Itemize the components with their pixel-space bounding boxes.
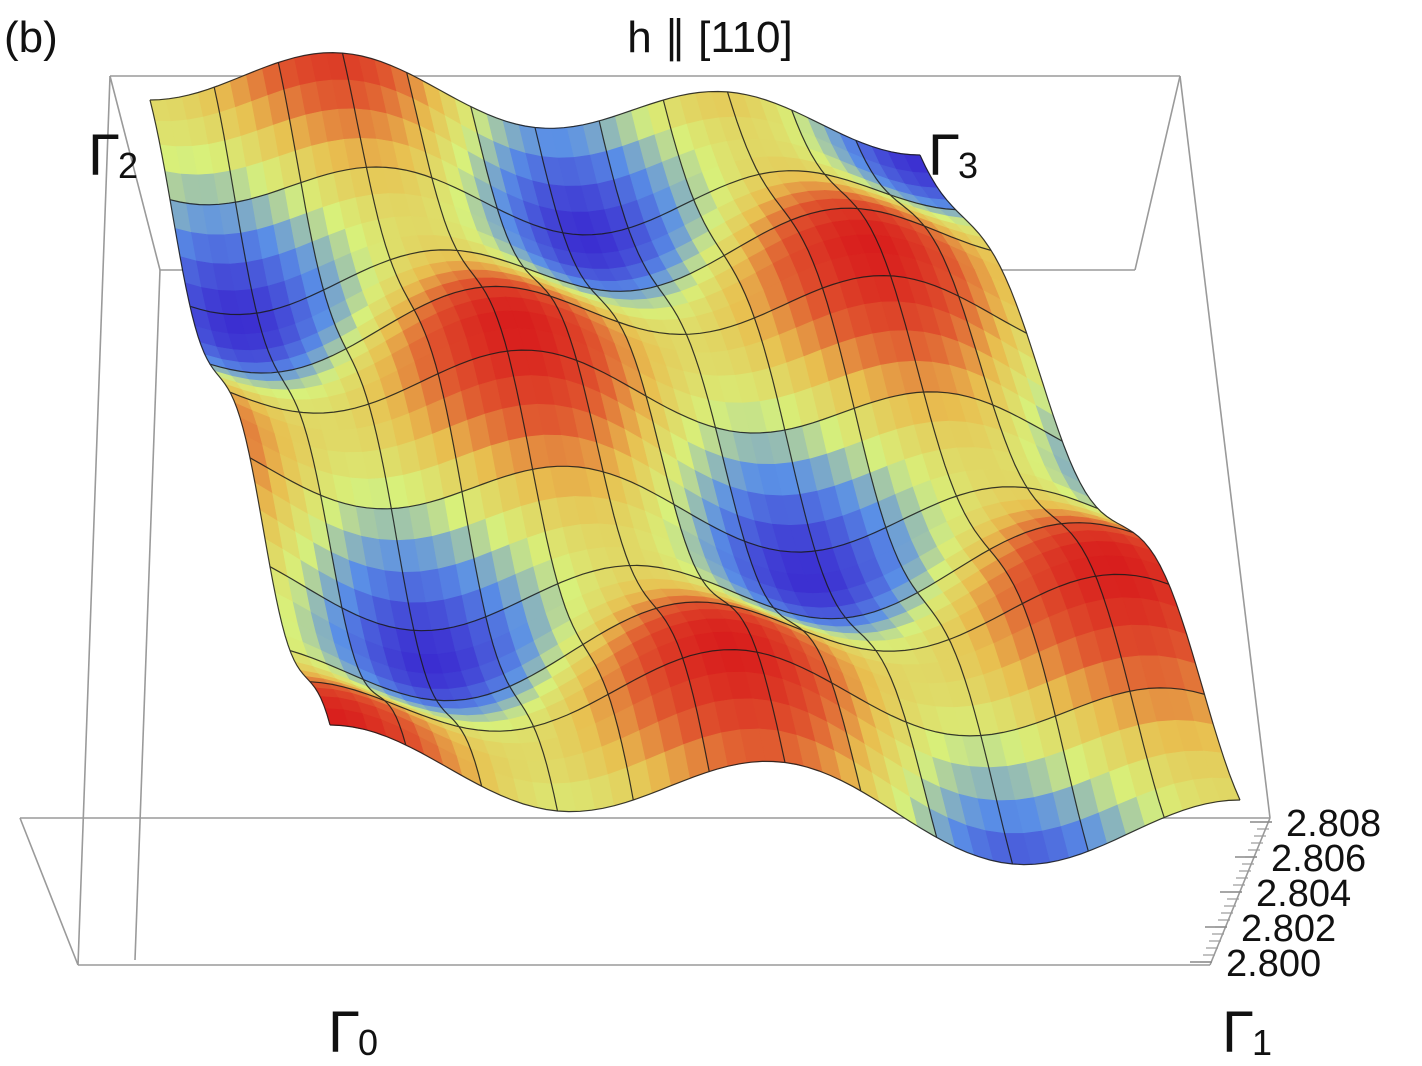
mesh-line-v xyxy=(329,724,1241,866)
mesh-line-u xyxy=(213,87,407,746)
corner-label-gamma-1-sub: 1 xyxy=(1252,1022,1272,1063)
corner-label-gamma-1-base: Γ xyxy=(1222,1000,1254,1065)
corner-label-gamma-0: Γ 0 xyxy=(328,1000,378,1065)
mesh-line-u xyxy=(855,140,1165,818)
z-tick-label: 2.806 xyxy=(1271,838,1366,880)
mesh-line-v xyxy=(169,166,956,236)
corner-label-gamma-2-base: Γ xyxy=(88,123,120,188)
box-edge-mid-left-vert xyxy=(19,817,79,966)
mesh-line-v xyxy=(289,573,1170,702)
panel-label: (b) xyxy=(4,13,58,62)
corner-label-gamma-0-sub: 0 xyxy=(358,1022,378,1063)
mesh-line-u xyxy=(341,52,559,812)
surface xyxy=(149,52,1241,865)
mesh-line-v xyxy=(189,207,992,316)
mesh-line-v xyxy=(209,274,1027,374)
mesh-line-u xyxy=(919,154,1241,801)
corner-label-gamma-2: Γ 2 xyxy=(88,123,138,188)
mesh-line-u xyxy=(791,109,1089,852)
corner-label-gamma-2-sub: 2 xyxy=(118,145,138,186)
corner-label-gamma-3: Γ 3 xyxy=(928,123,978,188)
z-tick-label: 2.804 xyxy=(1256,873,1351,915)
mesh-line-v xyxy=(149,51,921,156)
box-edge-top-right xyxy=(1179,75,1271,819)
mesh-line-v xyxy=(249,457,1099,553)
surface-mesh xyxy=(149,51,1241,866)
box-edge-back-left xyxy=(109,75,161,271)
mesh-line-u xyxy=(534,127,786,763)
z-tick-label: 2.808 xyxy=(1286,803,1381,845)
corner-label-gamma-3-base: Γ xyxy=(928,123,960,188)
corner-label-gamma-1: Γ 1 xyxy=(1222,1000,1272,1065)
corner-label-gamma-0-base: Γ xyxy=(328,1000,360,1065)
mesh-line-u xyxy=(598,120,862,792)
mesh-line-u xyxy=(470,106,710,772)
box-edge-top-left xyxy=(77,75,111,966)
mesh-line-v xyxy=(269,522,1134,632)
mesh-line-v xyxy=(309,648,1205,737)
corner-label-gamma-3-sub: 3 xyxy=(958,145,978,186)
mesh-line-u xyxy=(406,72,634,801)
mesh-line-u xyxy=(277,62,483,787)
box-edge-back-inner-right xyxy=(1134,75,1181,271)
mesh-line-u xyxy=(726,91,1014,865)
chart-title: h ∥ [110] xyxy=(627,13,793,62)
z-tick-label: 2.800 xyxy=(1226,943,1321,985)
mesh-line-u xyxy=(149,99,331,726)
mesh-line-u xyxy=(662,99,938,838)
mesh-line-v xyxy=(229,349,1063,442)
box-edge-back-inner-left xyxy=(134,269,161,961)
z-tick-label: 2.802 xyxy=(1241,908,1336,950)
